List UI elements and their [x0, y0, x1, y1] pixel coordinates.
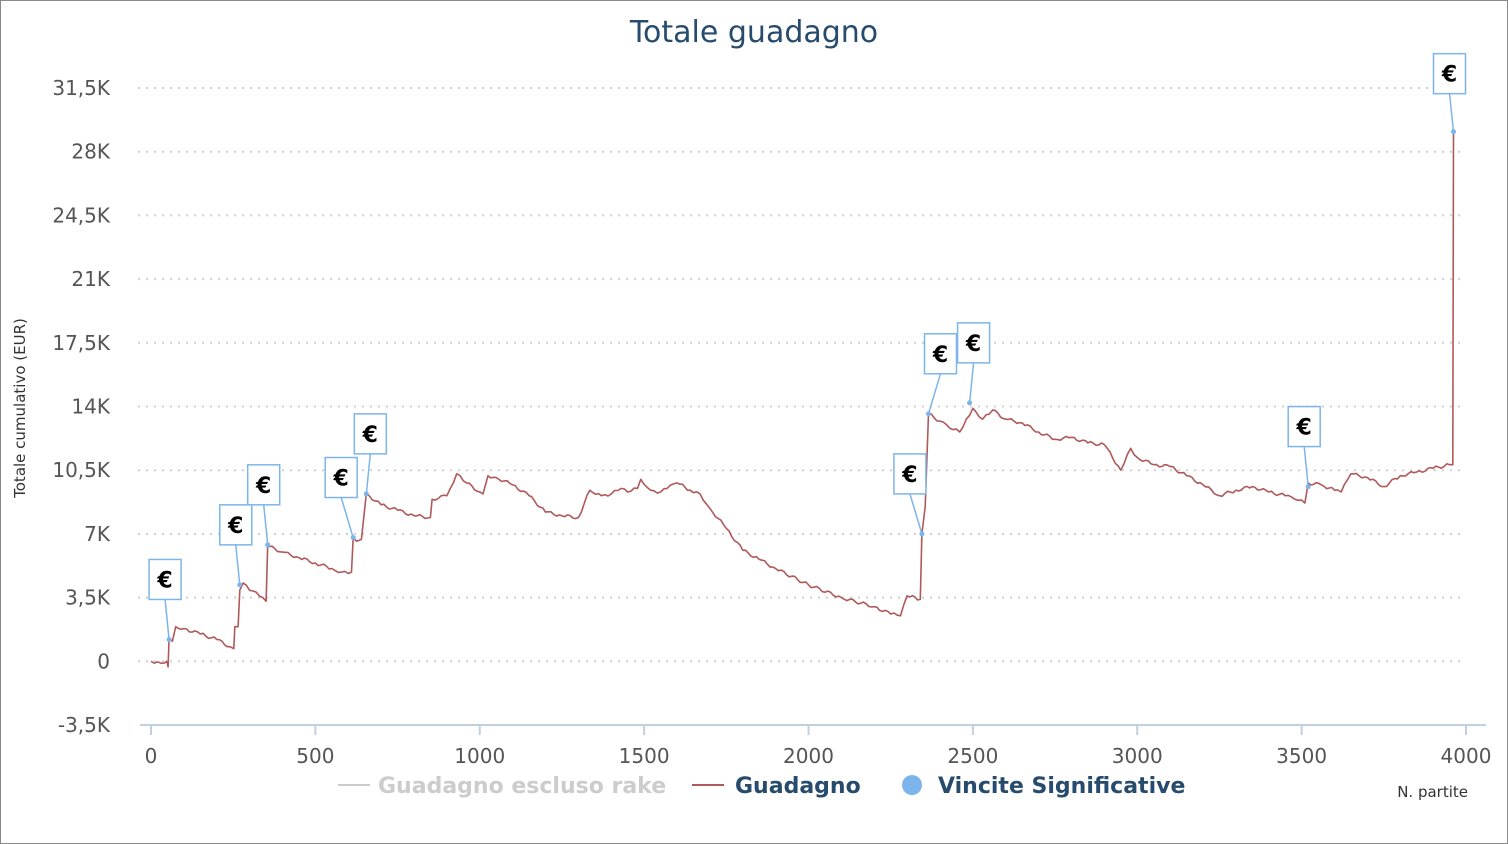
flag-box: [923, 333, 958, 375]
win-point: [925, 411, 931, 417]
flag-connector: [1303, 446, 1309, 487]
series-group: [150, 131, 1455, 668]
legend-label-vincite-significative: Vincite Significative: [938, 774, 1185, 799]
x-tick-label: 1500: [619, 744, 670, 768]
flag-connector: [927, 373, 942, 414]
y-tick-label: 0: [97, 649, 110, 673]
win-point: [237, 582, 243, 588]
significant-win-marker[interactable]: €: [1287, 405, 1321, 490]
flag-connector: [1448, 93, 1455, 132]
flag-label: €: [333, 467, 349, 492]
x-axis-title: N. partite: [1397, 783, 1468, 801]
flag-connector: [340, 497, 354, 538]
legend-label-guadagno-escluso-rake: Guadagno escluso rake: [378, 774, 666, 799]
significant-win-marker[interactable]: €: [1432, 52, 1467, 135]
x-axis: 0 500 1000 1500 2000 2500 3000 3500 4000: [140, 724, 1492, 768]
flag-box: [1432, 52, 1467, 95]
flag-label: €: [156, 568, 172, 593]
flag-box: [893, 453, 927, 495]
x-tick-label: 2500: [947, 744, 998, 768]
legend-marker-vincite-significative: [902, 775, 922, 795]
x-tick-label: 4000: [1441, 744, 1492, 768]
y-tick-label: 24,5K: [52, 203, 111, 227]
flag-label: €: [1296, 416, 1312, 441]
y-tick-label: 31,5K: [52, 76, 111, 100]
legend-item-guadagno-escluso-rake[interactable]: Guadagno escluso rake: [338, 774, 666, 799]
flag-label: €: [255, 474, 271, 499]
x-tick-label: 0: [145, 744, 158, 768]
flag-box: [148, 558, 182, 601]
y-tick-label: 28K: [71, 140, 110, 164]
significant-win-marker[interactable]: €: [923, 333, 958, 417]
win-point: [919, 531, 925, 537]
chart-title: Totale guadagno: [629, 15, 878, 50]
x-tick-label: 500: [296, 744, 334, 768]
x-tick-label: 3500: [1276, 744, 1327, 768]
win-point: [166, 636, 172, 642]
flag-label: €: [362, 423, 378, 448]
flag-label: €: [932, 343, 948, 368]
flag-connector: [164, 599, 170, 640]
y-tick-label: -3,5K: [58, 713, 111, 737]
grid-lines: [138, 87, 1466, 663]
flag-connector: [262, 504, 269, 545]
legend-item-vincite-significative[interactable]: Vincite Significative: [902, 774, 1185, 799]
flag-box: [324, 456, 358, 499]
x-tick-label: 2000: [783, 744, 834, 768]
x-tick-label: 1000: [454, 744, 505, 768]
win-point: [967, 400, 973, 406]
series-line-guadagno: [150, 131, 1455, 668]
significant-wins-markers: € € € € € € € € € €: [148, 52, 1467, 642]
flag-connector: [909, 493, 923, 535]
win-point: [350, 535, 356, 541]
legend: Guadagno escluso rake Guadagno Vincite S…: [338, 774, 1185, 799]
flag-box: [219, 504, 253, 546]
win-point: [265, 542, 271, 548]
significant-win-marker[interactable]: €: [324, 456, 358, 541]
win-point: [363, 491, 369, 497]
flag-connector: [235, 544, 241, 585]
x-tick-label: 3000: [1112, 744, 1163, 768]
flag-connector: [365, 453, 372, 494]
y-tick-label: 14K: [71, 395, 110, 419]
flag-box: [353, 413, 388, 455]
flag-label: €: [901, 463, 917, 488]
significant-win-marker[interactable]: €: [353, 413, 388, 497]
y-axis-ticks: -3,5K 0 3,5K 7K 10,5K 14K 17,5K 21K 24,5K 28K 31,5…: [52, 76, 111, 737]
flag-label: €: [965, 332, 981, 357]
y-tick-label: 10,5K: [52, 458, 111, 482]
win-point: [1451, 129, 1457, 135]
flag-label: €: [1441, 63, 1457, 88]
y-tick-label: 21K: [71, 267, 110, 291]
win-point: [1305, 484, 1311, 490]
flag-box: [956, 322, 991, 364]
flag-connector: [968, 362, 975, 403]
significant-win-marker[interactable]: €: [148, 558, 182, 642]
y-tick-label: 3,5K: [65, 586, 111, 610]
flag-box: [246, 464, 281, 506]
significant-win-marker[interactable]: €: [956, 322, 991, 406]
flag-label: €: [227, 514, 243, 539]
legend-item-guadagno[interactable]: Guadagno: [692, 774, 861, 799]
y-tick-label: 7K: [84, 522, 111, 546]
legend-label-guadagno: Guadagno: [735, 774, 861, 799]
y-axis-title: Totale cumulativo (EUR): [11, 318, 29, 499]
significant-win-marker[interactable]: €: [219, 504, 253, 588]
y-tick-label: 17,5K: [52, 331, 111, 355]
significant-win-marker[interactable]: €: [246, 464, 281, 548]
flag-box: [1287, 405, 1321, 448]
significant-win-marker[interactable]: €: [893, 453, 927, 537]
